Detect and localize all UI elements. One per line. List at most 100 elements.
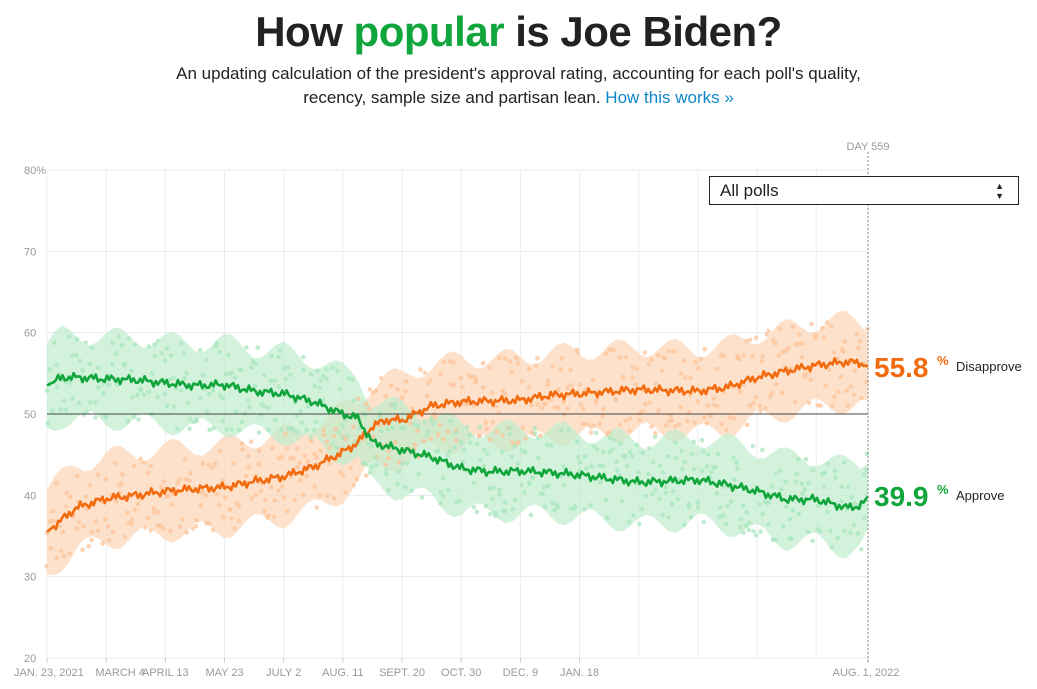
poll-dot	[522, 490, 527, 495]
poll-filter-select[interactable]: All polls ▲ ▼	[709, 176, 1019, 205]
poll-dot	[305, 404, 311, 409]
poll-dot	[559, 428, 564, 433]
poll-dot	[200, 460, 205, 466]
poll-dot	[607, 450, 612, 455]
poll-dot	[256, 448, 262, 454]
poll-dot	[138, 388, 143, 393]
poll-dot	[660, 512, 666, 518]
poll-dot	[149, 371, 155, 376]
poll-dot	[793, 479, 798, 484]
poll-dot	[454, 430, 459, 436]
poll-dot	[403, 389, 408, 394]
select-arrows-icon: ▲ ▼	[995, 181, 1004, 201]
poll-dot	[182, 456, 187, 462]
poll-dot	[308, 372, 314, 377]
poll-dot	[146, 344, 152, 349]
poll-dot	[737, 525, 743, 530]
poll-dot	[213, 461, 218, 467]
poll-dot	[718, 505, 723, 510]
poll-dot	[760, 354, 766, 359]
poll-dot	[727, 414, 733, 420]
poll-dot	[657, 463, 662, 468]
poll-dot	[588, 503, 593, 508]
poll-dot	[379, 428, 384, 434]
poll-dot	[660, 470, 666, 475]
poll-dot	[848, 384, 854, 389]
poll-dot	[777, 326, 782, 332]
poll-dot	[474, 441, 480, 447]
poll-dot	[77, 400, 82, 406]
poll-dot	[754, 395, 759, 400]
poll-dot	[351, 424, 356, 430]
poll-dot	[96, 472, 101, 478]
poll-dot	[54, 362, 59, 368]
poll-dot	[403, 484, 408, 490]
poll-dot	[760, 447, 765, 453]
poll-dot	[113, 351, 119, 356]
poll-dot	[731, 455, 736, 460]
poll-dot	[481, 463, 487, 469]
poll-dot	[416, 471, 421, 477]
poll-dot	[301, 354, 306, 360]
poll-dot	[728, 499, 734, 504]
poll-dot	[330, 441, 335, 447]
poll-dot	[393, 440, 398, 445]
poll-dot	[611, 347, 616, 353]
poll-dot	[50, 408, 55, 414]
poll-dot	[566, 427, 571, 433]
poll-dot	[839, 484, 844, 490]
poll-dot	[229, 370, 234, 375]
poll-dot	[480, 360, 486, 366]
poll-dot	[86, 543, 91, 549]
poll-dot	[74, 336, 80, 342]
poll-dot	[832, 394, 837, 400]
poll-dot	[351, 398, 356, 404]
poll-dot	[249, 365, 254, 370]
poll-dot	[457, 498, 463, 504]
poll-dot	[799, 481, 804, 487]
poll-dot	[447, 448, 453, 454]
poll-dot	[767, 394, 773, 399]
poll-dot	[207, 521, 212, 526]
poll-dot	[52, 340, 57, 345]
poll-dot	[187, 416, 193, 422]
chart-bands	[47, 310, 868, 576]
poll-dot	[116, 334, 121, 340]
poll-dot	[266, 513, 271, 518]
poll-dot	[320, 397, 326, 403]
poll-dot	[559, 356, 564, 361]
poll-dot	[419, 495, 425, 500]
poll-dot	[846, 484, 851, 490]
poll-dot	[295, 446, 300, 451]
poll-dot	[820, 325, 825, 331]
poll-dot	[832, 468, 837, 474]
poll-dot	[758, 408, 763, 414]
poll-dot	[262, 373, 267, 378]
poll-dot	[278, 348, 283, 353]
poll-dot	[258, 412, 264, 418]
poll-dot	[471, 480, 476, 486]
poll-dot	[695, 505, 701, 511]
poll-dot	[314, 455, 320, 461]
poll-dot	[240, 447, 245, 452]
x-tick-label: MAY 23	[205, 667, 243, 679]
poll-dot	[198, 503, 203, 508]
poll-dot	[578, 402, 584, 407]
poll-dot	[354, 476, 360, 482]
poll-dot	[489, 390, 495, 395]
how-this-works-link[interactable]: How this works »	[605, 88, 734, 107]
poll-dot	[224, 427, 230, 432]
poll-dot	[836, 389, 841, 395]
poll-dot	[802, 487, 807, 492]
poll-dot	[302, 453, 308, 459]
poll-dot	[789, 536, 794, 542]
poll-dot	[568, 383, 574, 388]
poll-dot	[312, 484, 318, 490]
poll-dot	[607, 435, 613, 441]
poll-dot	[318, 448, 324, 454]
poll-dot	[402, 426, 407, 432]
poll-dot	[110, 340, 115, 346]
poll-dot	[529, 402, 534, 408]
poll-dot	[545, 442, 550, 448]
poll-dot	[631, 513, 636, 518]
